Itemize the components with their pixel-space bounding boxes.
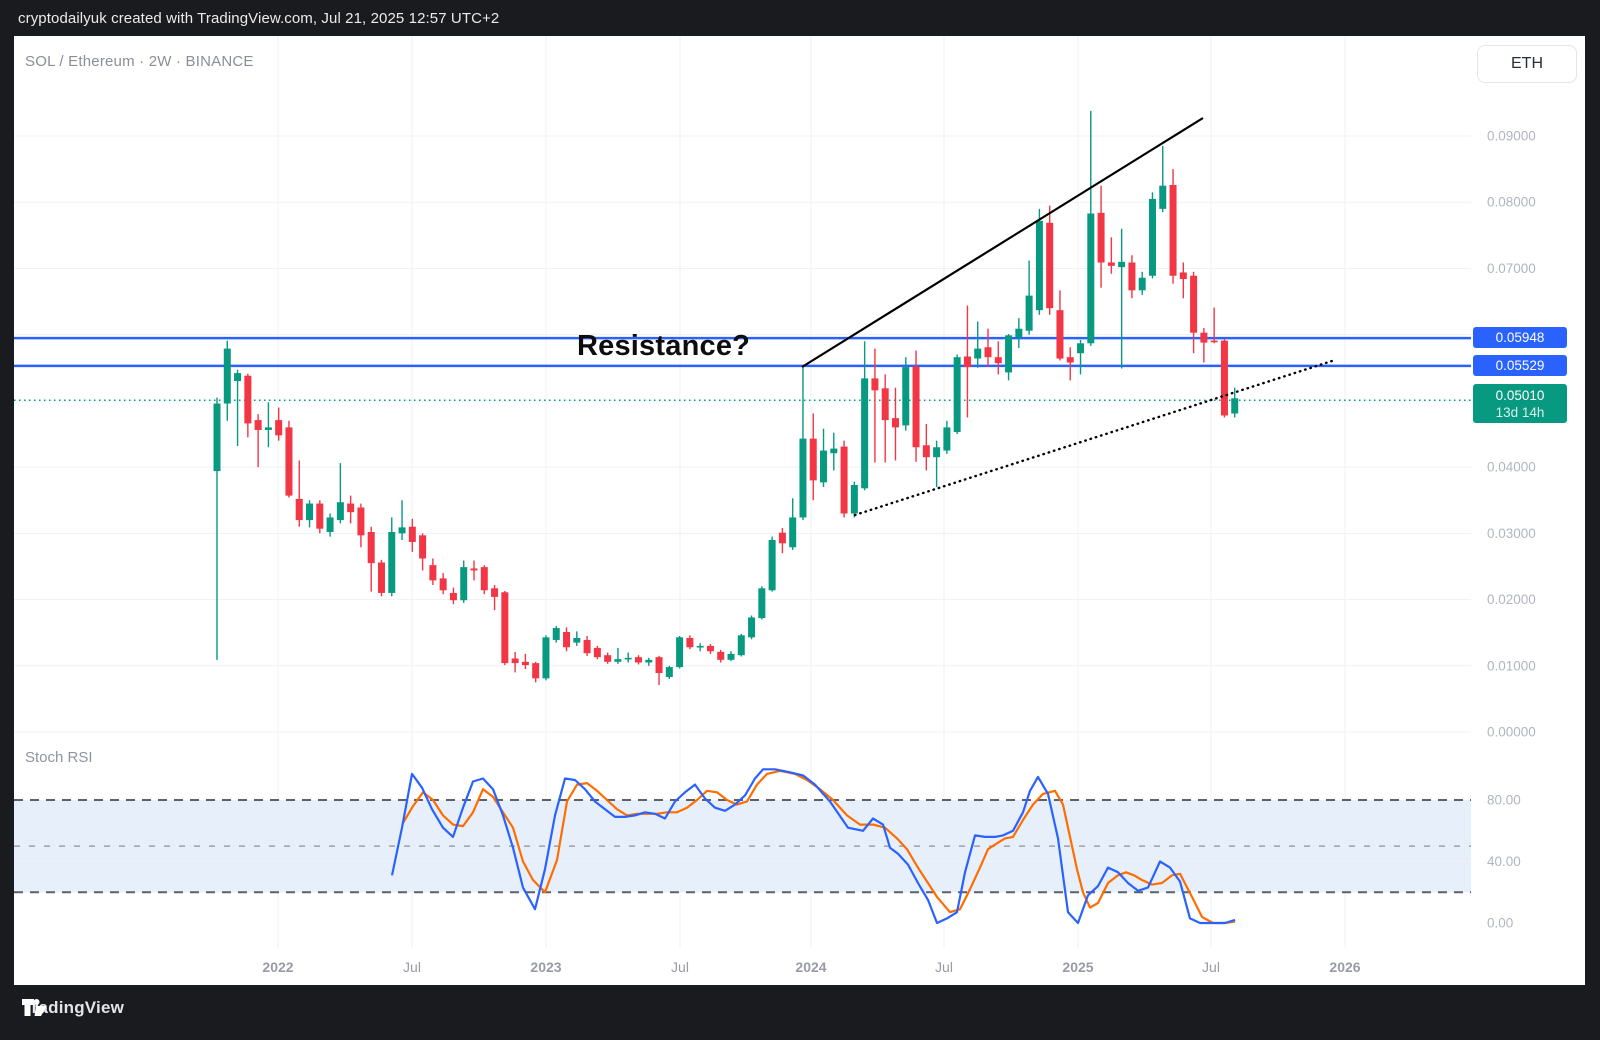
price-gridlines — [14, 135, 1471, 733]
svg-text:Jul: Jul — [1202, 959, 1220, 975]
candlestick-series — [213, 110, 1239, 685]
svg-text:40.00: 40.00 — [1487, 854, 1521, 869]
tradingview-watermark[interactable]: TradingView — [22, 998, 124, 1018]
svg-text:2025: 2025 — [1062, 959, 1093, 975]
vertical-gridlines — [277, 36, 1346, 948]
svg-text:0.04000: 0.04000 — [1487, 460, 1536, 475]
watermark-text: TradingView — [22, 998, 125, 1017]
svg-text:0.00: 0.00 — [1487, 916, 1513, 931]
svg-text:Jul: Jul — [671, 959, 689, 975]
svg-text:2023: 2023 — [530, 959, 561, 975]
svg-text:0.01000: 0.01000 — [1487, 658, 1536, 673]
resistance-annotation[interactable]: Resistance? — [577, 330, 751, 362]
svg-text:0.00000: 0.00000 — [1487, 725, 1536, 740]
svg-text:0.08000: 0.08000 — [1487, 195, 1536, 210]
currency-toggle-eth[interactable]: ETH — [1477, 45, 1577, 83]
attribution-text: cryptodailyuk created with TradingView.c… — [18, 9, 500, 27]
svg-text:0.09000: 0.09000 — [1487, 129, 1536, 144]
trendline-drawings[interactable] — [801, 117, 1337, 517]
time-axis-labels: 2022 Jul 2023 Jul 2024 Jul 2025 Jul 2026 — [262, 959, 1360, 975]
stoch-band — [14, 799, 1471, 894]
bar-countdown: 13d 14h — [1495, 404, 1545, 420]
price-tag-resistance-upper-value: 0.05948 — [1495, 330, 1545, 345]
price-tag-last-price: 0.05010 13d 14h — [1473, 384, 1567, 423]
attribution-bar: cryptodailyuk created with TradingView.c… — [0, 0, 1600, 36]
svg-text:2024: 2024 — [795, 959, 826, 975]
horizontal-level-lines[interactable] — [14, 336, 1471, 402]
symbol-title: SOL / Ethereum · 2W · BINANCE — [25, 53, 254, 70]
last-price-value: 0.05010 — [1495, 387, 1545, 403]
svg-text:Jul: Jul — [935, 959, 953, 975]
svg-text:0.03000: 0.03000 — [1487, 526, 1536, 541]
svg-text:0.07000: 0.07000 — [1487, 261, 1536, 276]
stoch-rsi-indicator-label: Stoch RSI — [25, 749, 93, 766]
price-tag-resistance-upper: 0.05948 — [1473, 327, 1567, 348]
tradingview-logo-icon — [22, 999, 47, 1016]
stoch-rsi-lines — [390, 768, 1236, 925]
svg-text:Jul: Jul — [403, 959, 421, 975]
svg-text:0.02000: 0.02000 — [1487, 592, 1536, 607]
price-axis-labels: 0.09000 0.08000 0.07000 0.04000 0.03000 0.020… — [1487, 129, 1536, 931]
price-tag-resistance-lower: 0.05529 — [1473, 355, 1567, 376]
svg-text:2022: 2022 — [262, 959, 293, 975]
svg-text:2026: 2026 — [1329, 959, 1360, 975]
svg-text:80.00: 80.00 — [1487, 793, 1521, 808]
price-tag-resistance-lower-value: 0.05529 — [1495, 358, 1545, 373]
